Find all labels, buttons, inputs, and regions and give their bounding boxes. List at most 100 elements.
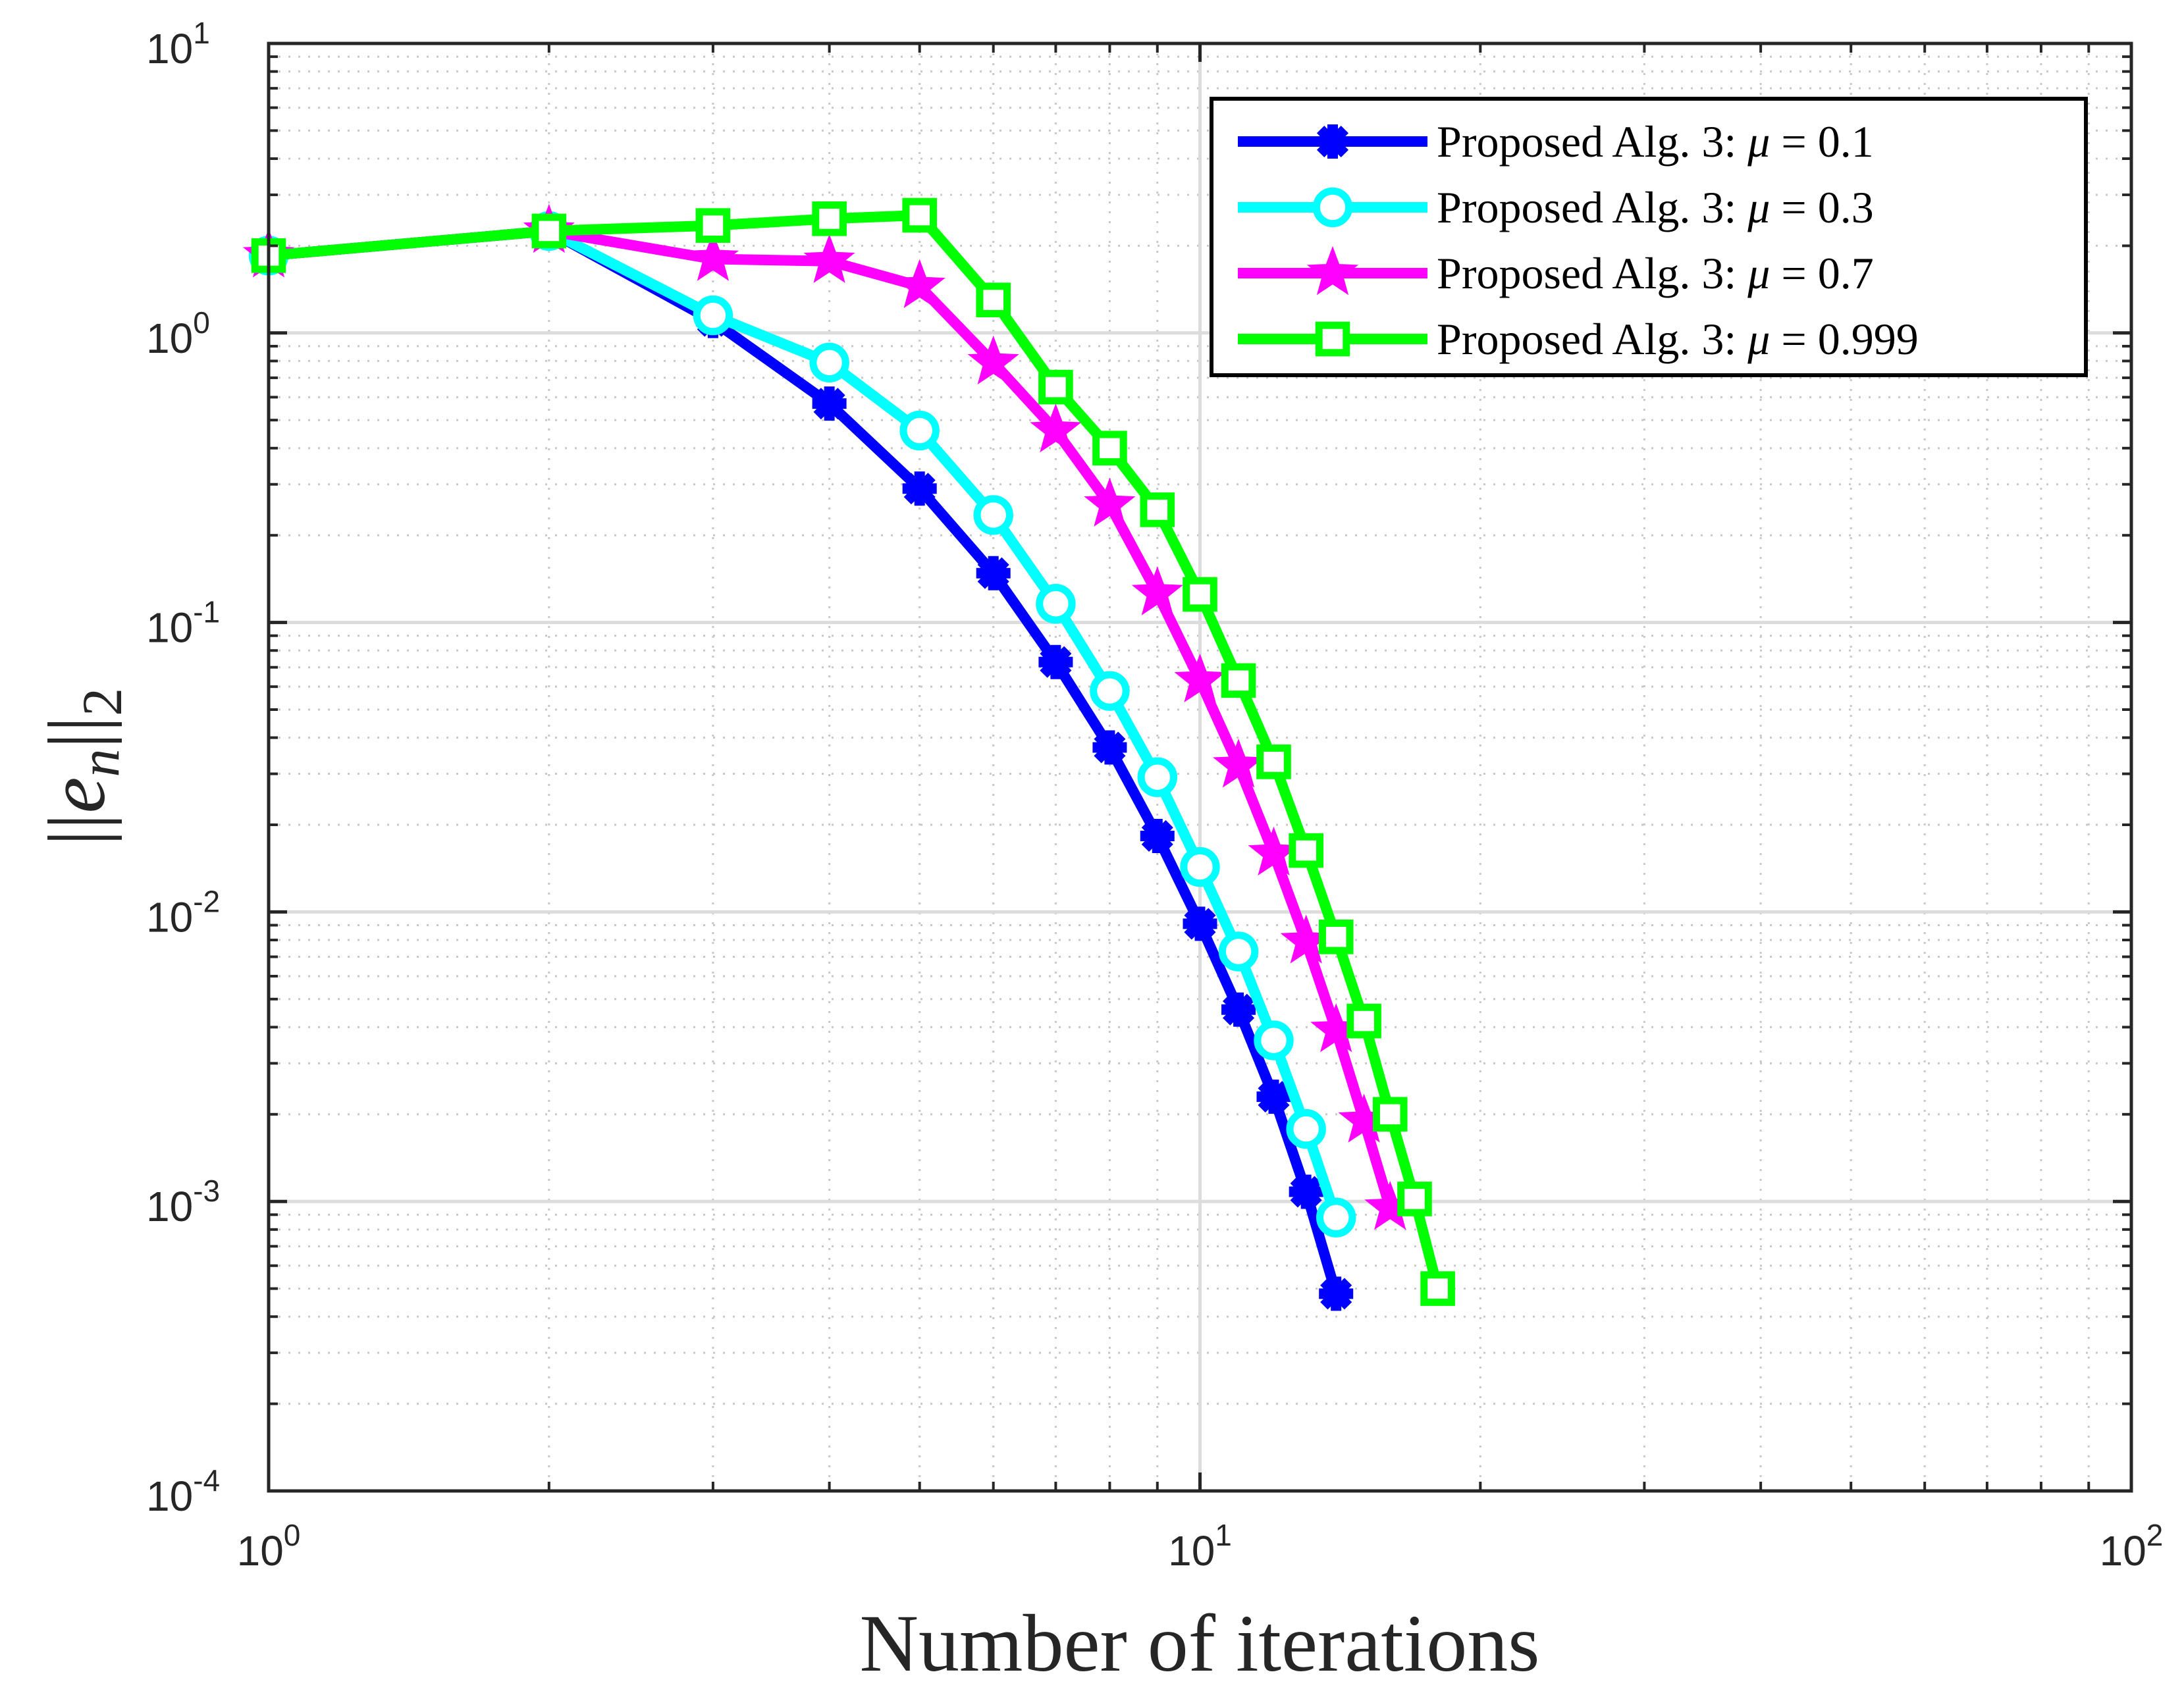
series-4 bbox=[251, 197, 1455, 1306]
data-point bbox=[1221, 663, 1256, 698]
data-point bbox=[812, 386, 847, 421]
legend-label-value: = 0.1 bbox=[1770, 117, 1873, 167]
x-axis-title: Number of iterations bbox=[859, 1598, 1539, 1688]
y-tick-base: 10 bbox=[146, 25, 193, 72]
data-point bbox=[1030, 403, 1082, 453]
data-point bbox=[1140, 492, 1175, 527]
data-point bbox=[803, 234, 855, 283]
y-tick-label: 10-1 bbox=[146, 595, 220, 652]
data-point bbox=[1131, 566, 1183, 615]
legend-marker bbox=[1316, 124, 1350, 159]
y-tick-exponent: -2 bbox=[193, 884, 220, 918]
data-point bbox=[1140, 818, 1175, 853]
legend-label-prefix: Proposed Alg. 3: bbox=[1437, 117, 1747, 167]
series-3 bbox=[242, 203, 1416, 1230]
legend-label-param: μ bbox=[1747, 314, 1770, 364]
data-point bbox=[812, 201, 847, 236]
data-point bbox=[1137, 757, 1177, 797]
y-tick-exponent: -1 bbox=[193, 595, 220, 629]
legend-label: Proposed Alg. 3: μ = 0.3 bbox=[1437, 182, 1874, 232]
legend-item: Proposed Alg. 3: μ = 0.1 bbox=[1238, 117, 1874, 167]
data-point bbox=[1289, 1174, 1323, 1209]
y-tick-label: 10-4 bbox=[146, 1463, 220, 1520]
data-point bbox=[1289, 833, 1323, 868]
data-point bbox=[1346, 1003, 1381, 1039]
x-tick-exponent: 0 bbox=[284, 1518, 301, 1552]
y-tick-label: 100 bbox=[146, 305, 210, 362]
data-point bbox=[1372, 1097, 1408, 1132]
legend-item: Proposed Alg. 3: μ = 0.999 bbox=[1238, 314, 1919, 364]
y-axis-title: ||en||2 bbox=[32, 688, 134, 846]
legend-label-value: = 0.3 bbox=[1770, 182, 1873, 232]
data-point bbox=[1256, 1080, 1291, 1114]
data-point bbox=[893, 259, 946, 309]
x-tick-base: 10 bbox=[1168, 1527, 1215, 1575]
data-point bbox=[967, 335, 1019, 385]
legend-label-prefix: Proposed Alg. 3: bbox=[1437, 248, 1747, 298]
y-axis-title-var: e bbox=[32, 777, 122, 813]
data-point bbox=[1183, 906, 1217, 941]
legend-item: Proposed Alg. 3: μ = 0.7 bbox=[1238, 246, 1874, 298]
data-point bbox=[1090, 671, 1130, 711]
data-point bbox=[1286, 1108, 1326, 1149]
data-point bbox=[693, 295, 733, 336]
data-point bbox=[902, 197, 937, 233]
y-tick-base: 10 bbox=[146, 1183, 193, 1230]
y-tick-label: 10-3 bbox=[146, 1174, 220, 1230]
legend-label-value: = 0.999 bbox=[1770, 314, 1918, 364]
data-point bbox=[1183, 577, 1217, 612]
y-axis-title-sub: n bbox=[68, 748, 131, 777]
y-tick-base: 10 bbox=[146, 604, 193, 652]
data-point bbox=[1038, 644, 1073, 679]
data-point bbox=[1092, 430, 1127, 466]
y-tick-exponent: -4 bbox=[193, 1463, 220, 1498]
legend-label: Proposed Alg. 3: μ = 0.7 bbox=[1437, 248, 1874, 298]
legend-marker bbox=[1306, 246, 1359, 296]
y-tick-label: 101 bbox=[146, 16, 210, 72]
legend-label-prefix: Proposed Alg. 3: bbox=[1437, 182, 1747, 232]
x-tick-label: 101 bbox=[1168, 1518, 1232, 1575]
legend-label: Proposed Alg. 3: μ = 0.999 bbox=[1437, 314, 1919, 364]
y-axis-title-norm: 2 bbox=[70, 688, 134, 716]
data-point bbox=[1254, 1020, 1294, 1060]
data-point bbox=[902, 471, 937, 506]
y-tick-exponent: 1 bbox=[193, 16, 210, 50]
y-axis-title-bars-left: || bbox=[32, 814, 122, 847]
y-axis-title-bars-right: || bbox=[32, 716, 122, 749]
legend-label-prefix: Proposed Alg. 3: bbox=[1437, 314, 1747, 364]
data-point bbox=[695, 208, 731, 243]
x-tick-exponent: 2 bbox=[2146, 1518, 2164, 1552]
series-line bbox=[263, 225, 1396, 1213]
data-point bbox=[1319, 1276, 1354, 1311]
y-tick-exponent: -3 bbox=[193, 1174, 220, 1208]
data-point bbox=[1092, 730, 1127, 765]
legend-label: Proposed Alg. 3: μ = 0.1 bbox=[1437, 117, 1874, 167]
legend-label-param: μ bbox=[1747, 248, 1770, 298]
series-line bbox=[263, 225, 1342, 1299]
x-tick-labels: 100 101 102 bbox=[237, 1518, 2164, 1575]
legend-label-param: μ bbox=[1747, 117, 1770, 167]
legend-marker bbox=[1315, 321, 1350, 357]
data-point bbox=[1174, 653, 1226, 703]
data-point bbox=[531, 213, 567, 249]
data-point bbox=[976, 282, 1011, 317]
y-tick-base: 10 bbox=[146, 315, 193, 362]
series-layer bbox=[242, 197, 1455, 1311]
data-point bbox=[1256, 744, 1291, 779]
data-point bbox=[1038, 369, 1073, 405]
axis-ticks bbox=[267, 41, 2133, 1493]
y-tick-base: 10 bbox=[146, 893, 193, 941]
x-tick-base: 10 bbox=[2100, 1527, 2146, 1575]
data-point bbox=[1084, 477, 1136, 527]
x-tick-label: 100 bbox=[237, 1518, 301, 1575]
data-point bbox=[1180, 847, 1220, 887]
data-point bbox=[1221, 992, 1256, 1027]
x-tick-label: 102 bbox=[2100, 1518, 2164, 1575]
data-point bbox=[1212, 739, 1265, 788]
data-point bbox=[809, 342, 849, 383]
y-tick-label: 10-2 bbox=[146, 884, 220, 941]
legend-label-param: μ bbox=[1747, 182, 1770, 232]
